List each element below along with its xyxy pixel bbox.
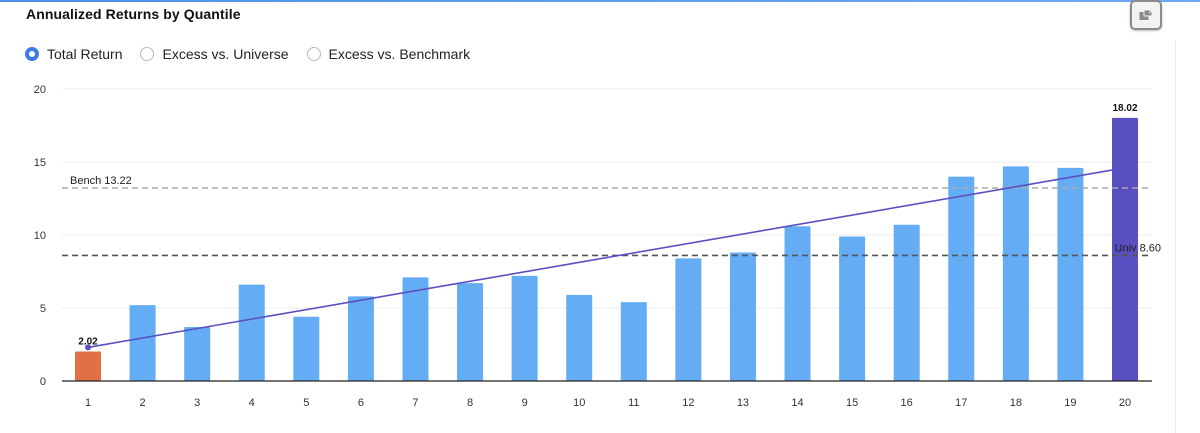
trend-line <box>87 167 1126 349</box>
bar <box>948 176 975 381</box>
radio-excess-benchmark[interactable] <box>306 47 321 61</box>
bar <box>457 283 484 381</box>
x-tick-label: 3 <box>194 397 200 409</box>
bar <box>784 226 811 381</box>
y-tick-label: 10 <box>34 230 46 242</box>
x-tick-label: 19 <box>1064 397 1076 409</box>
x-tick-label: 8 <box>467 397 473 409</box>
panel-divider <box>1175 40 1176 433</box>
x-tick-label: 11 <box>628 397 639 409</box>
trend-start-marker <box>85 344 91 351</box>
bar <box>1002 166 1029 381</box>
bar <box>402 277 429 381</box>
bar <box>893 224 920 381</box>
bar <box>675 258 702 381</box>
x-tick-label: 14 <box>791 397 803 409</box>
y-tick-label: 0 <box>40 376 46 388</box>
page-title: Annualized Returns by Quantile <box>26 6 241 22</box>
option-excess-benchmark-label: Excess vs. Benchmark <box>328 46 471 62</box>
return-type-radio-group: Total Return Excess vs. Universe Excess … <box>25 44 488 64</box>
x-tick-label: 1 <box>85 397 91 409</box>
export-icon <box>1139 9 1153 20</box>
option-total-return[interactable]: Total Return <box>25 46 122 62</box>
bar <box>238 284 265 381</box>
x-tick-label: 16 <box>901 397 913 409</box>
x-tick-label: 17 <box>955 397 967 409</box>
x-tick-label: 2 <box>140 397 146 409</box>
x-tick-label: 7 <box>412 397 418 409</box>
bar <box>1112 117 1138 382</box>
x-tick-label: 6 <box>358 397 364 409</box>
bar-value-label: 2.02 <box>78 337 98 348</box>
bar <box>347 296 374 381</box>
x-tick-label: 10 <box>573 397 585 409</box>
bench-reference-label: Bench 13.22 <box>70 175 132 187</box>
x-tick-label: 12 <box>682 397 694 409</box>
option-total-return-label: Total Return <box>47 46 123 62</box>
y-tick-label: 5 <box>40 303 46 315</box>
x-tick-label: 9 <box>522 397 528 409</box>
x-tick-label: 20 <box>1119 397 1131 409</box>
x-tick-label: 4 <box>249 397 255 409</box>
top-accent-bar <box>0 0 1200 2</box>
bar <box>293 316 320 381</box>
radio-excess-universe[interactable] <box>140 47 155 61</box>
bar <box>75 351 101 381</box>
option-excess-benchmark[interactable]: Excess vs. Benchmark <box>306 46 471 62</box>
univ-reference-label: Univ 8.60 <box>1115 242 1161 254</box>
bar-value-label: 18.02 <box>1112 103 1137 114</box>
bar <box>566 294 593 381</box>
y-tick-label: 20 <box>34 84 46 96</box>
radio-total-return[interactable] <box>25 47 39 61</box>
x-tick-label: 5 <box>303 397 309 409</box>
x-tick-label: 13 <box>737 397 749 409</box>
bar <box>729 252 756 381</box>
option-excess-universe[interactable]: Excess vs. Universe <box>140 46 289 62</box>
x-tick-label: 15 <box>846 397 858 409</box>
option-excess-universe-label: Excess vs. Universe <box>162 46 289 62</box>
x-tick-label: 18 <box>1010 397 1022 409</box>
bar <box>839 236 866 381</box>
bar <box>511 275 538 381</box>
bar <box>1057 167 1084 381</box>
bar <box>129 305 156 381</box>
export-button[interactable] <box>1130 0 1162 30</box>
bar <box>620 302 647 381</box>
y-tick-label: 15 <box>34 157 46 169</box>
bar <box>184 326 211 381</box>
